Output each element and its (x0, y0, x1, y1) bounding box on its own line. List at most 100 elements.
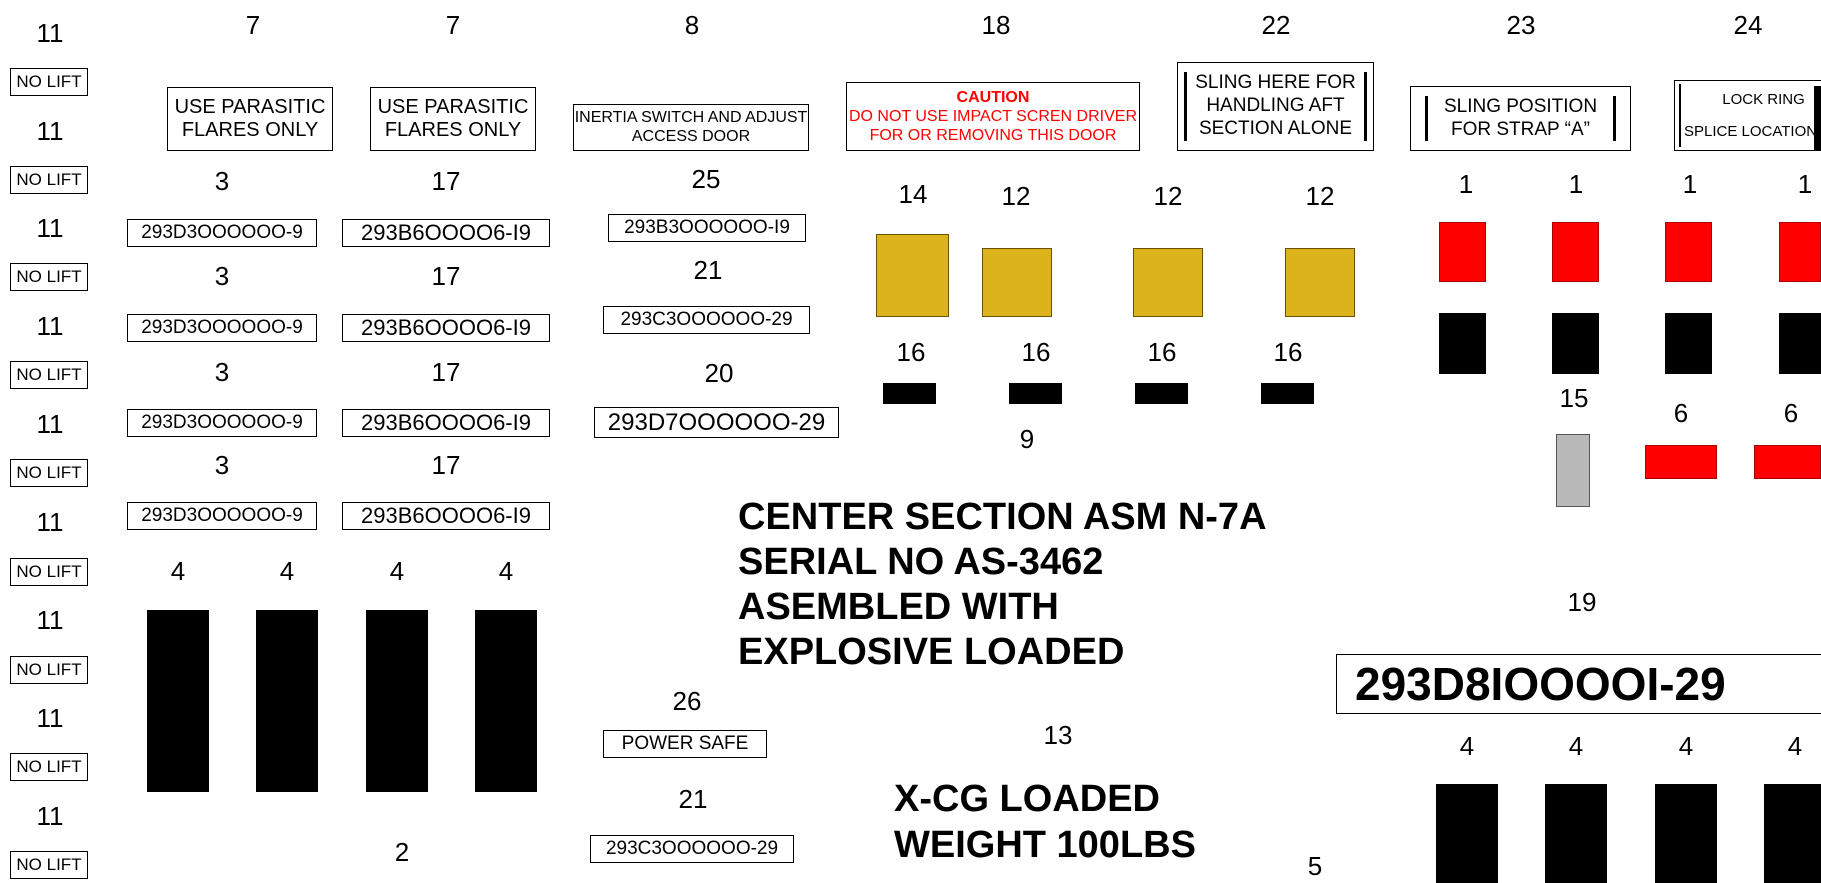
part-number-label: 293D3OOOOOO-9 (127, 314, 317, 342)
black-bar (1655, 784, 1717, 883)
label-number: 11 (36, 703, 64, 733)
label-number: 12 (1305, 181, 1335, 211)
center-line: ASEMBLED WITH (738, 586, 1059, 628)
black-bar (256, 610, 318, 792)
label-number: 1 (1458, 169, 1474, 199)
label-number: 16 (896, 337, 926, 367)
label-number: 12 (1001, 181, 1031, 211)
center-line: SERIAL NO AS-3462 (738, 541, 1104, 583)
label-number: 4 (1459, 731, 1475, 761)
weight-text: X-CG LOADED (894, 776, 1160, 822)
label-number: 11 (36, 409, 64, 439)
label-number: 17 (431, 450, 461, 480)
weight-line: WEIGHT 100LBS (894, 824, 1196, 866)
lock-ring-edge (1814, 86, 1821, 151)
no-lift-label: NO LIFT (10, 851, 88, 879)
label-number: 16 (1021, 337, 1051, 367)
label-number: 1 (1682, 169, 1698, 199)
part-number-label: 293D3OOOOOO-9 (127, 502, 317, 530)
sling-line: FOR STRAP “A” (1451, 118, 1590, 140)
sling-strap-label: SLING POSITION FOR STRAP “A” (1410, 86, 1631, 151)
caution-line: DO NOT USE IMPACT SCREN DRIVER (848, 107, 1138, 125)
part-number-label: 293D3OOOOOO-9 (127, 219, 317, 247)
sling-line: SLING HERE FOR (1195, 72, 1356, 94)
label-number: 21 (678, 784, 708, 814)
inertia-line: ACCESS DOOR (631, 127, 751, 145)
weight-line: X-CG LOADED (894, 778, 1160, 820)
flares-label: USE PARASITIC FLARES ONLY (370, 87, 536, 151)
label-number: 16 (1147, 337, 1177, 367)
sling-aft-frame: SLING HERE FOR HANDLING AFT SECTION ALON… (1184, 72, 1367, 141)
label-number: 23 (1506, 10, 1536, 40)
black-bar (147, 610, 209, 792)
label-number: 20 (704, 358, 734, 388)
label-number: 26 (672, 686, 702, 716)
sling-line: HANDLING AFT (1206, 95, 1345, 117)
label-number: 11 (36, 116, 64, 146)
label-number: 18 (981, 10, 1011, 40)
label-number: 17 (431, 357, 461, 387)
part-number-label: 293B3OOOOOO-I9 (608, 214, 806, 242)
label-number: 3 (214, 450, 230, 480)
label-number: 1 (1568, 169, 1584, 199)
sling-line: SECTION ALONE (1198, 117, 1353, 139)
part-number-label: 293D7OOOOOO-29 (594, 407, 839, 438)
label-number: 12 (1153, 181, 1183, 211)
part-number-label: 293B6OOOO6-I9 (342, 409, 550, 437)
label-number: 16 (1273, 337, 1303, 367)
part-number-label: 293B6OOOO6-I9 (342, 219, 550, 247)
black-bar (475, 610, 537, 792)
label-number: 17 (431, 166, 461, 196)
sling-line: SLING POSITION (1443, 95, 1598, 117)
label-number: 17 (431, 261, 461, 291)
label-number: 4 (1568, 731, 1584, 761)
sling-aft-label: SLING HERE FOR HANDLING AFT SECTION ALON… (1177, 62, 1374, 151)
part-number-label: 293C3OOOOOO-29 (603, 306, 810, 334)
black-block (1779, 313, 1821, 374)
label-number: 22 (1261, 10, 1291, 40)
black-block (1665, 313, 1712, 374)
label-number: 4 (170, 556, 186, 586)
flares-line: USE PARASITIC (174, 96, 326, 118)
label-number: 4 (389, 556, 405, 586)
part-number-label: 293D3OOOOOO-9 (127, 409, 317, 437)
label-number: 25 (691, 164, 721, 194)
black-pad (1009, 383, 1062, 404)
label-number: 21 (693, 255, 723, 285)
label-number: 24 (1733, 10, 1763, 40)
label-number: 4 (1787, 731, 1803, 761)
yellow-block (876, 234, 949, 317)
lock-ring-label: LOCK RING SPLICE LOCATION (1674, 80, 1821, 151)
yellow-block (1285, 248, 1355, 317)
no-lift-label: NO LIFT (10, 68, 88, 96)
black-block (1439, 313, 1486, 374)
part-number-label: 293C3OOOOOO-29 (590, 835, 794, 863)
lock-ring-frame: LOCK RING SPLICE LOCATION (1679, 84, 1817, 147)
lock-ring-line: LOCK RING (1722, 91, 1805, 108)
label-number: 4 (279, 556, 295, 586)
label-number: 3 (214, 261, 230, 291)
center-line: CENTER SECTION ASM N-7A (738, 496, 1267, 538)
black-bar (1764, 784, 1821, 883)
black-bar (1545, 784, 1607, 883)
gray-block (1556, 434, 1590, 507)
label-number: 19 (1567, 587, 1597, 617)
red-pad (1645, 445, 1717, 479)
label-number: 11 (36, 605, 64, 635)
label-number: 3 (214, 166, 230, 196)
black-bar (1436, 784, 1498, 883)
no-lift-label: NO LIFT (10, 753, 88, 781)
red-block (1665, 222, 1712, 282)
label-number: 11 (36, 18, 64, 48)
no-lift-label: NO LIFT (10, 558, 88, 586)
label-number: 6 (1673, 398, 1689, 428)
red-block (1439, 222, 1486, 282)
no-lift-label: NO LIFT (10, 263, 88, 291)
flares-label: USE PARASITIC FLARES ONLY (167, 87, 333, 151)
label-number: 4 (1678, 731, 1694, 761)
caution-label: CAUTION DO NOT USE IMPACT SCREN DRIVER F… (846, 82, 1140, 151)
black-block (1552, 313, 1599, 374)
part-number-label: 293B6OOOO6-I9 (342, 314, 550, 342)
label-number: 14 (898, 179, 928, 209)
label-number: 11 (36, 311, 64, 341)
